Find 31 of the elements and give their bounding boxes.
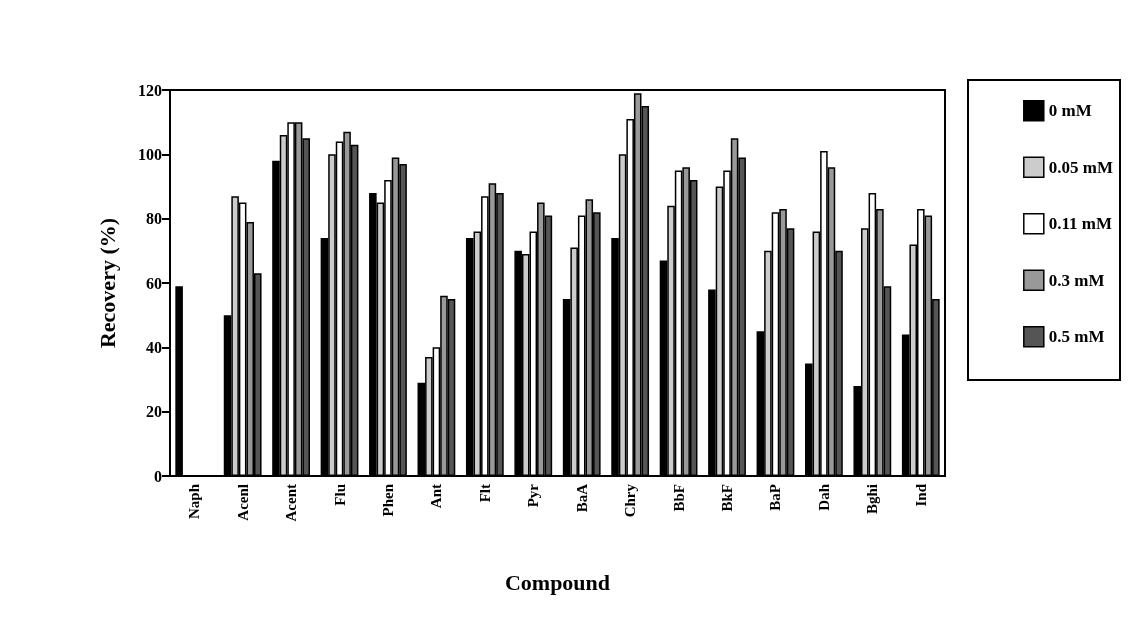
y-tick-label: 60 [146,274,162,292]
x-tick-label: Pyr [525,483,542,508]
legend-label: 0 mM [1048,101,1092,121]
x-tick-label: Ant [428,484,445,509]
x-tick-label: Ind [912,483,929,507]
x-tick-label: Acenl [234,484,251,521]
y-tick-label: 0 [154,467,162,485]
bar [175,286,183,476]
x-tick-label: BaA [573,483,590,513]
y-tick-label: 100 [138,145,162,163]
x-tick-label: Flt [476,484,493,503]
x-tick-label: BaP [767,484,784,511]
x-tick-label: Chry [622,483,639,518]
x-tick-label: BbF [670,484,687,512]
x-tick-label: Dah [815,483,832,511]
x-axis-title: Compound [504,569,611,595]
legend-label: 0.11 mM [1048,214,1113,234]
x-tick-label: Naph [186,483,203,520]
y-tick-label: 40 [146,338,162,356]
x-tick-label: Flu [331,484,348,506]
y-tick-label: 20 [146,403,162,421]
x-tick-label: Bghi [864,484,881,515]
y-tick-label: 80 [146,210,162,228]
legend-label: 0.3 mM [1048,270,1105,290]
x-tick-label: BkF [719,484,736,512]
y-tick-label: 120 [138,81,162,99]
y-axis-title: Recovery (%) [94,217,120,349]
x-tick-label: Phen [379,483,396,517]
legend-label: 0.05 mM [1048,157,1114,177]
x-tick-label: Acent [283,484,300,522]
legend-label: 0.5 mM [1048,327,1105,347]
